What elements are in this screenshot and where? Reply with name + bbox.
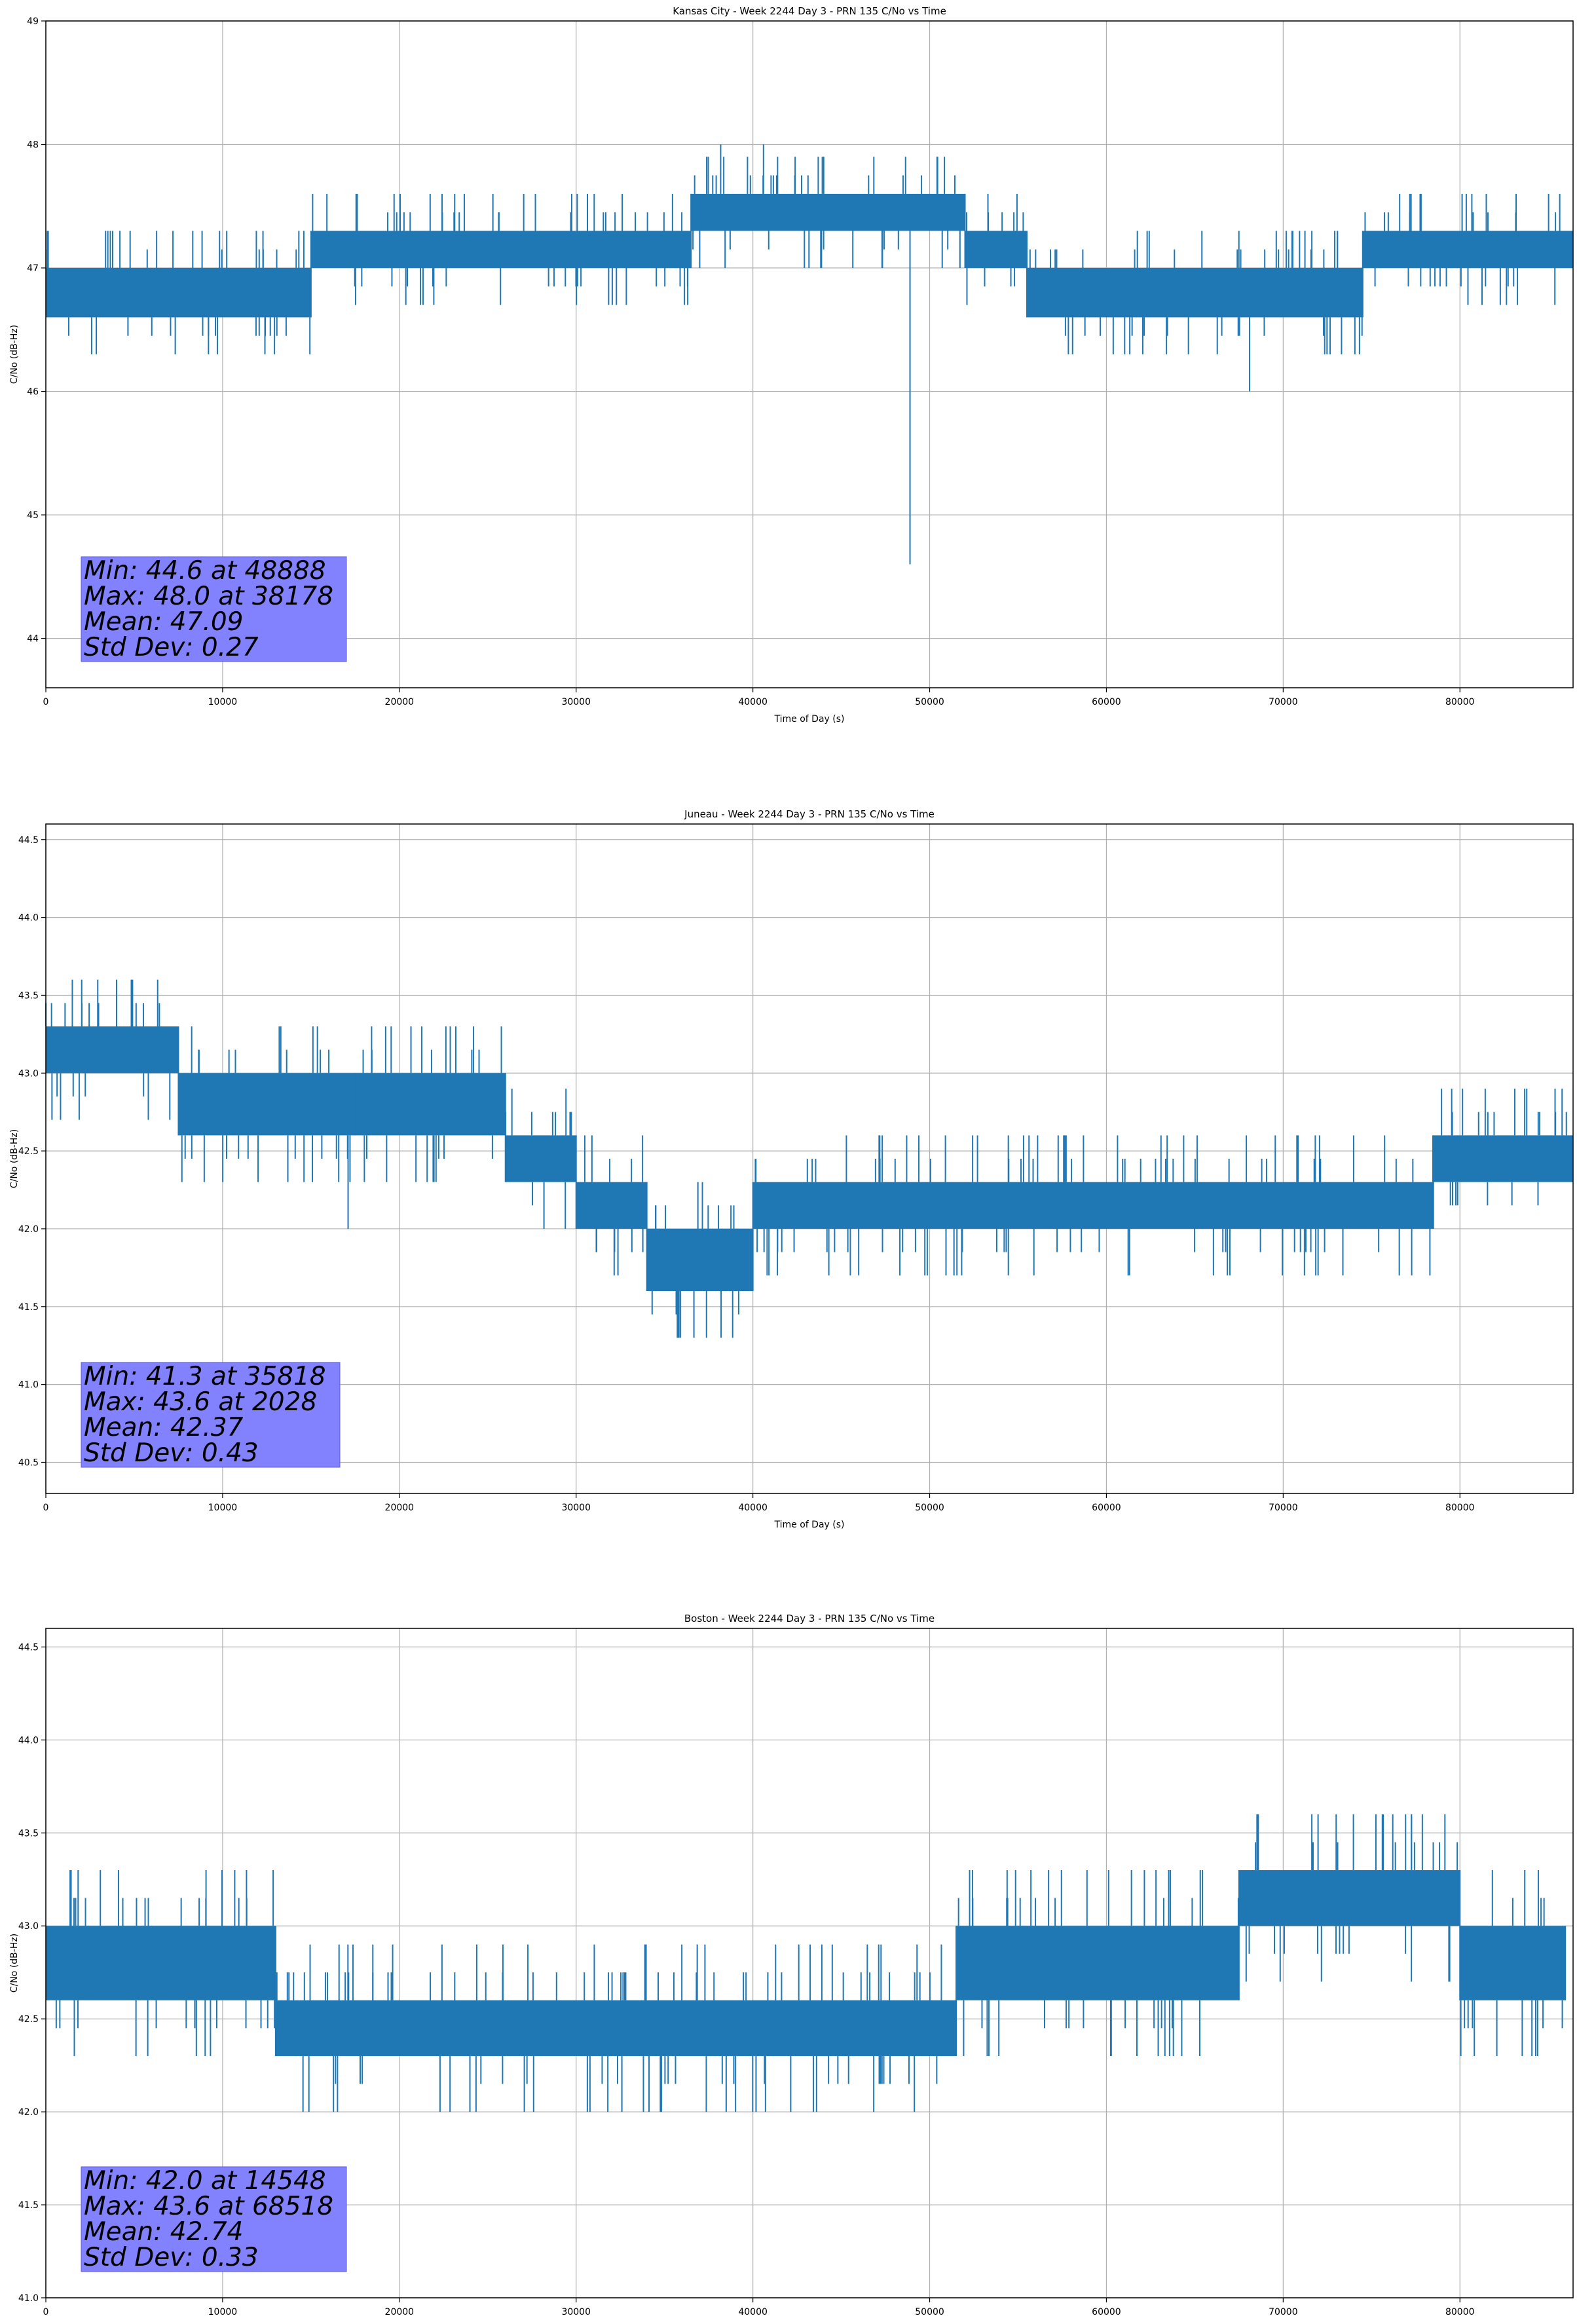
data-band <box>1362 231 1573 269</box>
chart-title: Boston - Week 2244 Day 3 - PRN 135 C/No … <box>684 1613 935 1624</box>
x-tick-label: 20000 <box>385 2307 415 2317</box>
data-band <box>505 1135 576 1182</box>
data-band <box>646 1228 753 1292</box>
data-band <box>956 1926 1239 2000</box>
x-tick-label: 40000 <box>738 697 768 707</box>
data-band <box>355 1073 506 1136</box>
x-tick-label: 80000 <box>1445 2307 1475 2317</box>
x-tick-label: 30000 <box>561 2307 591 2317</box>
data-band <box>46 1026 179 1074</box>
y-tick-label: 42.0 <box>18 2107 39 2118</box>
stats-line: Min: 42.0 at 14548 <box>84 2166 326 2196</box>
x-tick-label: 0 <box>43 697 49 707</box>
data-band <box>46 1926 276 2000</box>
y-tick-label: 40.5 <box>18 1457 39 1468</box>
y-tick-label: 49 <box>27 16 39 27</box>
x-tick-label: 40000 <box>738 2307 768 2317</box>
x-tick-label: 80000 <box>1445 697 1475 707</box>
y-axis-label: C/No (dB-Hz) <box>9 325 20 384</box>
stats-line: Std Dev: 0.43 <box>84 1438 259 1468</box>
x-tick-label: 60000 <box>1092 697 1121 707</box>
x-tick-label: 20000 <box>385 697 415 707</box>
plot-frame <box>45 1628 1574 2298</box>
y-tick-label: 41.0 <box>18 2293 39 2304</box>
x-tick-label: 10000 <box>208 2307 238 2317</box>
x-tick-label: 60000 <box>1092 2307 1121 2317</box>
x-tick-label: 10000 <box>208 697 238 707</box>
x-tick-label: 80000 <box>1445 1503 1475 1513</box>
chart-panel-1: 0 10000 20000 30000 40000 50000 60000 70000 8000… <box>9 5 1574 724</box>
x-tick-label: 10000 <box>208 1503 238 1513</box>
data-band <box>576 1182 647 1229</box>
data-band <box>752 1182 1434 1229</box>
data-band <box>310 231 692 269</box>
data-band <box>965 231 1027 269</box>
stats-line: Min: 44.6 at 48888 <box>84 556 326 586</box>
x-tick-label: 60000 <box>1092 1503 1121 1513</box>
y-tick-label: 41.5 <box>18 1302 39 1313</box>
y-tick-label: 43.0 <box>18 1068 39 1079</box>
y-tick-label: 43.5 <box>18 990 39 1001</box>
y-tick-label: 43.0 <box>18 1921 39 1932</box>
data-band <box>1026 268 1363 318</box>
stats-line: Mean: 42.37 <box>84 1413 244 1442</box>
y-tick-label: 46 <box>27 387 39 398</box>
chart-title: Kansas City - Week 2244 Day 3 - PRN 135 … <box>673 5 946 17</box>
x-tick-label: 40000 <box>738 1503 768 1513</box>
chart-title: Juneau - Week 2244 Day 3 - PRN 135 C/No … <box>684 808 935 820</box>
chart-panel-3: 0 10000 20000 30000 40000 50000 60000 70000 8000… <box>9 1613 1574 2317</box>
y-tick-label: 44 <box>27 634 39 645</box>
stats-line: Mean: 42.74 <box>84 2217 243 2247</box>
data-band <box>178 1073 356 1136</box>
x-tick-label: 50000 <box>915 697 944 707</box>
y-tick-label: 42.0 <box>18 1224 39 1235</box>
stats-box <box>81 556 347 662</box>
y-tick-label: 44.5 <box>18 1642 39 1653</box>
x-tick-label: 50000 <box>915 2307 944 2317</box>
stats-line: Max: 43.6 at 2028 <box>84 1387 317 1417</box>
stats-line: Mean: 47.09 <box>84 607 243 637</box>
y-axis-label: C/No (dB-Hz) <box>9 1934 20 1993</box>
stats-line: Min: 41.3 at 35818 <box>84 1362 326 1391</box>
y-axis-label: C/No (dB-Hz) <box>9 1129 20 1188</box>
y-tick-label: 42.5 <box>18 1146 39 1157</box>
y-tick-label: 44.5 <box>18 835 39 846</box>
data-band <box>1238 1870 1460 1926</box>
stats-line: Std Dev: 0.33 <box>84 2243 259 2272</box>
x-tick-label: 30000 <box>561 697 591 707</box>
y-tick-label: 41.0 <box>18 1380 39 1391</box>
y-tick-label: 47 <box>27 263 39 274</box>
plot-frame <box>45 20 1574 688</box>
stats-box <box>81 1362 341 1468</box>
stats-box <box>81 2166 347 2272</box>
y-tick-label: 48 <box>27 140 39 151</box>
x-tick-label: 70000 <box>1269 2307 1298 2317</box>
plot-frame <box>45 823 1574 1494</box>
x-tick-label: 0 <box>43 2307 49 2317</box>
stats-line: Max: 43.6 at 68518 <box>84 2192 333 2221</box>
y-tick-label: 41.5 <box>18 2200 39 2211</box>
x-axis-label: Time of Day (s) <box>774 1520 845 1530</box>
y-tick-label: 44.0 <box>18 913 39 924</box>
y-tick-label: 43.5 <box>18 1828 39 1839</box>
chart-panel-2: 0 10000 20000 30000 40000 50000 60000 70000 8000… <box>9 808 1574 1530</box>
x-axis-label: Time of Day (s) <box>774 714 845 724</box>
y-tick-label: 44.0 <box>18 1735 39 1746</box>
data-band <box>1460 1926 1567 2000</box>
data-band <box>1433 1135 1573 1182</box>
x-tick-label: 30000 <box>561 1503 591 1513</box>
x-tick-label: 0 <box>43 1503 49 1513</box>
x-tick-label: 20000 <box>385 1503 415 1513</box>
x-tick-label: 70000 <box>1269 1503 1298 1513</box>
y-tick-label: 42.5 <box>18 2014 39 2025</box>
stats-line: Std Dev: 0.27 <box>84 633 259 662</box>
y-tick-label: 45 <box>27 510 39 521</box>
x-tick-label: 70000 <box>1269 697 1298 707</box>
data-band <box>691 193 965 231</box>
x-tick-label: 50000 <box>915 1503 944 1513</box>
data-band <box>275 2000 957 2056</box>
data-band <box>46 268 311 318</box>
stats-line: Max: 48.0 at 38178 <box>84 582 333 611</box>
